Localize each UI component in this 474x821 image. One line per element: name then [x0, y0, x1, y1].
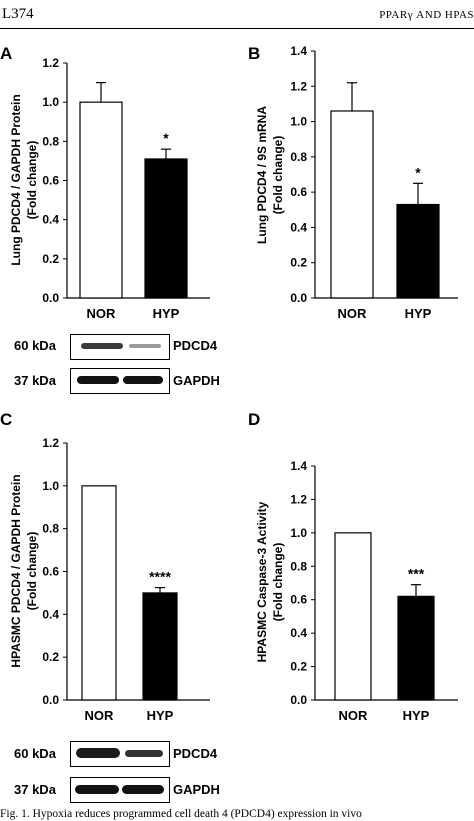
blot-protein-label: GAPDH: [173, 373, 220, 388]
x-category-label: HYP: [153, 306, 180, 321]
blot-band-hyp: [122, 785, 164, 794]
y-tick-label: 1.0: [290, 526, 307, 540]
y-tick-label: 1.2: [42, 56, 59, 70]
y-tick-label: 0.4: [42, 607, 59, 621]
blot-protein-label: GAPDH: [173, 782, 220, 797]
blot-band-nor: [81, 343, 123, 349]
y-axis-title-line: HPASMC PDCD4 / GAPDH Protein: [9, 474, 23, 667]
y-axis-title-line: Lung PDCD4 / 9S mRNA: [255, 106, 269, 244]
blot-band-nor: [76, 748, 120, 758]
y-axis-title-line: (Fold change): [25, 141, 39, 220]
y-axis-title-line: HPASMC Caspase-3 Activity: [255, 501, 269, 662]
bar-nor: [81, 485, 117, 701]
y-tick-label: 0.8: [42, 522, 59, 536]
panel-letter-b: B: [248, 44, 261, 63]
y-axis-title: HPASMC PDCD4 / GAPDH Protein (Fold change…: [9, 474, 39, 667]
y-tick-label: 0.2: [290, 660, 307, 674]
y-tick-label: 0.2: [290, 256, 307, 270]
blot-image-gapdh: [70, 777, 170, 803]
y-tick-label: 1.4: [290, 44, 307, 58]
significance-marker: *: [163, 130, 169, 146]
y-tick-label: 0.4: [290, 220, 307, 234]
y-tick-label: 1.2: [290, 492, 307, 506]
running-title: PPARγ AND HPAS: [379, 9, 474, 21]
y-tick-label: 0.6: [290, 593, 307, 607]
y-axis-title: HPASMC Caspase-3 Activity (Fold change): [255, 501, 285, 662]
blot-image-pdcd4: [70, 334, 170, 360]
significance-marker: ***: [408, 566, 425, 582]
blot-mw-label: 37 kDa: [14, 782, 56, 797]
y-tick-label: 0.8: [290, 150, 307, 164]
x-category-label: HYP: [403, 708, 430, 723]
bar-hyp: [396, 203, 440, 299]
blot-image-pdcd4: [70, 741, 170, 767]
y-axis-title-line: (Fold change): [25, 532, 39, 611]
significance-marker: ****: [149, 569, 171, 585]
bar-nor: [334, 532, 372, 701]
panel-letter-d: D: [248, 410, 261, 429]
page-id: L374: [2, 6, 34, 22]
blot-mw-label: 60 kDa: [14, 746, 56, 761]
blot-band-nor: [75, 785, 119, 794]
y-tick-label: 0.4: [42, 213, 59, 227]
bar-nor: [79, 101, 123, 299]
y-tick-label: 1.2: [290, 79, 307, 93]
y-tick-label: 0.6: [290, 185, 307, 199]
blot-protein-label: PDCD4: [173, 338, 218, 353]
panel-letter-c: C: [0, 410, 13, 429]
x-category-label: NOR: [87, 306, 117, 321]
y-tick-label: 0.0: [42, 693, 59, 707]
blot-band-nor: [77, 376, 119, 384]
y-tick-label: 1.4: [290, 459, 307, 473]
panel-letter-a: A: [0, 44, 13, 63]
blot-band-hyp: [129, 344, 161, 348]
blot-band-hyp: [123, 376, 163, 384]
y-tick-label: 0.2: [42, 252, 59, 266]
significance-marker: *: [415, 164, 421, 180]
y-tick-label: 0.4: [290, 626, 307, 640]
y-tick-label: 0.0: [290, 291, 307, 305]
blot-mw-label: 60 kDa: [14, 338, 56, 353]
y-tick-label: 0.6: [42, 565, 59, 579]
y-tick-label: 1.0: [290, 115, 307, 129]
y-tick-label: 1.0: [42, 479, 59, 493]
x-category-label: HYP: [147, 708, 174, 723]
page-header: L374 PPARγ AND HPAS: [0, 0, 474, 30]
bar-hyp: [144, 158, 188, 299]
header-rule: [0, 28, 474, 29]
bar-hyp: [142, 592, 178, 701]
y-tick-label: 0.2: [42, 650, 59, 664]
x-category-label: NOR: [339, 708, 369, 723]
y-axis-title-line: (Fold change): [271, 543, 285, 622]
y-axis-title: Lung PDCD4 / 9S mRNA (Fold change): [255, 106, 285, 244]
blot-image-gapdh: [70, 368, 170, 394]
y-tick-label: 1.0: [42, 95, 59, 109]
y-tick-label: 0.8: [290, 559, 307, 573]
y-axis-title-line: Lung PDCD4 / GAPDH Protein: [9, 94, 23, 265]
y-tick-label: 0.8: [42, 134, 59, 148]
blot-protein-label: PDCD4: [173, 746, 218, 761]
x-category-label: HYP: [405, 306, 432, 321]
blot-band-hyp: [125, 750, 163, 757]
blot-mw-label: 37 kDa: [14, 373, 56, 388]
bar-hyp: [397, 595, 435, 701]
y-axis-title: Lung PDCD4 / GAPDH Protein (Fold change): [9, 94, 39, 265]
y-tick-label: 0.0: [42, 291, 59, 305]
y-tick-label: 0.6: [42, 174, 59, 188]
x-category-label: NOR: [85, 708, 115, 723]
y-tick-label: 0.0: [290, 693, 307, 707]
y-axis-title-line: (Fold change): [271, 136, 285, 215]
bar-nor: [330, 110, 374, 299]
figure-caption: Fig. 1. Hypoxia reduces programmed cell …: [0, 808, 362, 820]
x-category-label: NOR: [338, 306, 368, 321]
y-tick-label: 1.2: [42, 436, 59, 450]
